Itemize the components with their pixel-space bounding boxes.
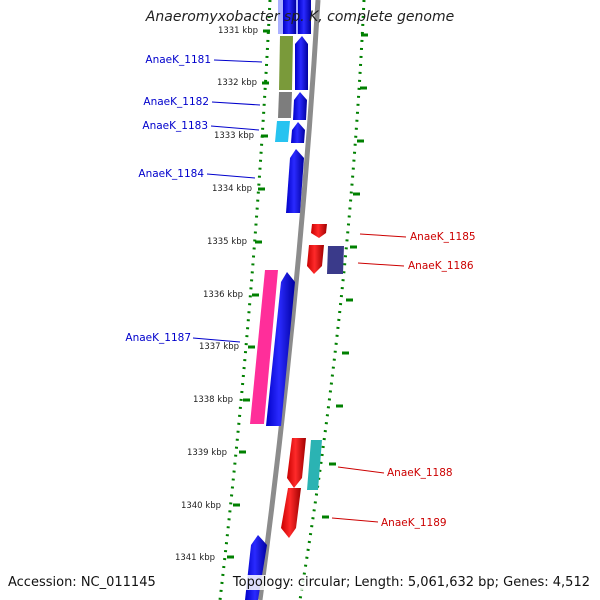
gene-label-1182: AnaeK_1182 <box>143 96 209 108</box>
gene-labels: AnaeK_1181 AnaeK_1182 AnaeK_1183 AnaeK_1… <box>125 54 475 529</box>
cog-strip-cyan <box>275 121 290 142</box>
outer-ring-ticks <box>322 33 368 519</box>
gene-arrow-1185 <box>311 224 327 238</box>
gene-label-1187: AnaeK_1187 <box>125 332 191 344</box>
cog-strip-grey <box>278 92 292 118</box>
cog-strip-pink <box>250 270 278 424</box>
tick-label: 1340 kbp <box>181 501 221 511</box>
gene-label-1185: AnaeK_1185 <box>410 231 476 243</box>
topology-text: Topology: circular; Length: 5,061,632 bp… <box>230 575 592 590</box>
gene-arrow <box>298 0 311 34</box>
gene-arrow-1181 <box>295 36 308 90</box>
cog-strip-teal <box>307 440 322 490</box>
gene-arrow <box>283 0 296 34</box>
tick-label: 1334 kbp <box>212 184 252 194</box>
gene-arrow-1186 <box>307 245 324 274</box>
gene-arrow-1188 <box>287 438 306 488</box>
tick-labels: 1331 kbp 1332 kbp 1333 kbp 1334 kbp 1335… <box>175 26 258 563</box>
tick-label: 1338 kbp <box>193 395 233 405</box>
tick-label: 1332 kbp <box>217 78 257 88</box>
gene-arrow-1189 <box>281 488 301 538</box>
accession-text: Accession: NC_011145 <box>8 575 156 590</box>
tick-label: 1337 kbp <box>199 342 239 352</box>
label-leaders <box>192 59 407 523</box>
gene-label-1186: AnaeK_1186 <box>408 260 474 272</box>
gene-label-1188: AnaeK_1188 <box>387 467 453 479</box>
tick-marks <box>227 29 270 559</box>
gene-label-1189: AnaeK_1189 <box>381 517 447 529</box>
gene-arrow-1182 <box>293 92 307 120</box>
gene-label-1181: AnaeK_1181 <box>145 54 211 66</box>
gene-arrow-1187 <box>266 272 295 426</box>
tick-label: 1331 kbp <box>218 26 258 36</box>
tick-label: 1335 kbp <box>207 237 247 247</box>
map-title: Anaeromyxobacter sp. K, complete genome <box>145 9 455 25</box>
gene-label-1183: AnaeK_1183 <box>142 120 208 132</box>
gene-arrow-1183 <box>291 122 305 143</box>
gene-arrow-1184 <box>286 149 304 213</box>
tick-label: 1336 kbp <box>203 290 243 300</box>
tick-label: 1339 kbp <box>187 448 227 458</box>
cog-strip-olive <box>279 36 293 90</box>
tick-label: 1333 kbp <box>214 131 254 141</box>
cog-strip-navy <box>327 246 344 274</box>
genome-backbone <box>257 0 321 600</box>
gene-label-1184: AnaeK_1184 <box>138 168 204 180</box>
gene-arrows <box>245 0 327 600</box>
tick-label: 1341 kbp <box>175 553 215 563</box>
